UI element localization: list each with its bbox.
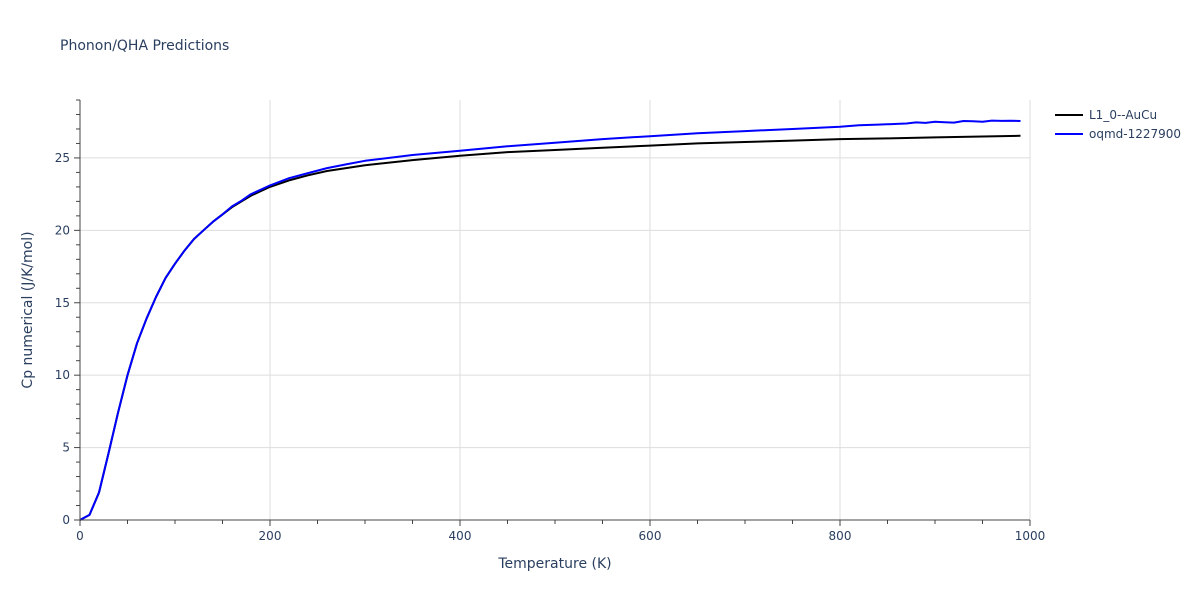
- legend-item-1[interactable]: L1_0--AuCu: [1055, 108, 1157, 122]
- x-tick-label: 400: [449, 529, 472, 543]
- series-layer: [79, 119, 1021, 521]
- legend-label: oqmd-1227900: [1089, 127, 1181, 141]
- axes: 0 200 400 600 800 1000 0 5 10 15 20 25: [55, 99, 1046, 543]
- x-tick-label: 600: [639, 529, 662, 543]
- grid-lines: [80, 100, 1031, 520]
- x-tick-label: 200: [259, 529, 282, 543]
- legend-item-2[interactable]: oqmd-1227900: [1055, 127, 1181, 141]
- y-tick-label: 10: [55, 368, 70, 382]
- legend-label: L1_0--AuCu: [1089, 108, 1157, 122]
- y-tick-label: 20: [55, 223, 70, 237]
- x-tick-label: 800: [829, 529, 852, 543]
- y-tick-label: 5: [62, 441, 70, 455]
- y-tick-label: 0: [62, 513, 70, 527]
- x-tick-label: 0: [76, 529, 84, 543]
- legend[interactable]: L1_0--AuCu oqmd-1227900: [1055, 108, 1181, 141]
- y-tick-label: 15: [55, 296, 70, 310]
- series-line-1: [79, 134, 1021, 521]
- series-line-2: [79, 119, 1021, 521]
- y-axis-title: Cp numerical (J/K/mol): [20, 231, 36, 388]
- y-tick-label: 25: [55, 151, 70, 165]
- x-axis-title: Temperature (K): [497, 556, 611, 572]
- chart-title: Phonon/QHA Predictions: [60, 38, 229, 54]
- x-tick-label: 1000: [1015, 529, 1046, 543]
